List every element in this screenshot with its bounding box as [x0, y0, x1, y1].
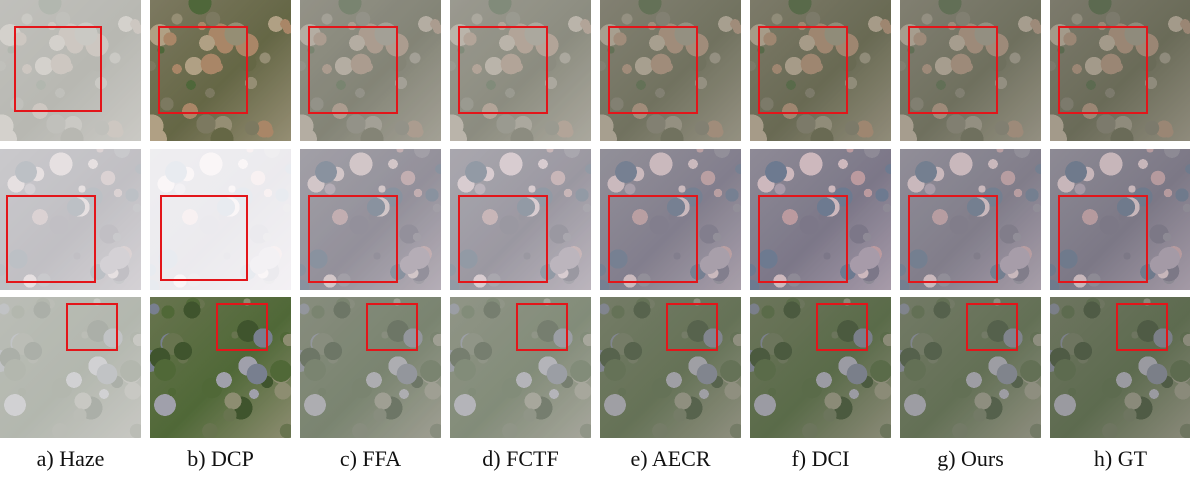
image-tile-dci-row1: [750, 0, 891, 141]
highlight-box: [6, 195, 96, 283]
image-tile-fctf-row1: [450, 0, 591, 141]
highlight-box: [366, 303, 418, 351]
image-tile-haze-row2: [0, 149, 141, 290]
image-tile-fctf-row2: [450, 149, 591, 290]
highlight-box: [14, 26, 102, 112]
highlight-box: [608, 26, 698, 114]
highlight-box: [758, 195, 848, 283]
highlight-box: [308, 26, 398, 114]
highlight-box: [608, 195, 698, 283]
photo-texture: [900, 0, 1041, 141]
image-tile-ours-row1: [900, 0, 1041, 141]
photo-texture: [600, 0, 741, 141]
image-tile-dci-row3: [750, 297, 891, 438]
image-tile-dcp-row1: [150, 0, 291, 141]
highlight-box: [758, 26, 848, 114]
haze-overlay: [600, 0, 741, 141]
photo-texture: [750, 0, 891, 141]
image-tile-haze-row3: [0, 297, 141, 438]
image-tile-aecr-row1: [600, 0, 741, 141]
photo-texture: [300, 0, 441, 141]
column-caption-ffa: c) FFA: [339, 446, 402, 471]
highlight-box: [458, 195, 548, 283]
column-caption-fctf: d) FCTF: [482, 446, 559, 471]
highlight-box: [1116, 303, 1168, 351]
highlight-box: [1058, 26, 1148, 114]
column-caption-aecr: e) AECR: [630, 446, 711, 471]
photo-texture: [150, 0, 291, 141]
photo-texture: [750, 149, 891, 290]
image-tile-dcp-row3: [150, 297, 291, 438]
image-tile-fctf-row3: [450, 297, 591, 438]
highlight-box: [1058, 195, 1148, 283]
highlight-box: [216, 303, 268, 351]
image-tile-ffa-row2: [300, 149, 441, 290]
highlight-box: [966, 303, 1018, 351]
image-tile-gt-row1: [1050, 0, 1190, 141]
highlight-box: [308, 195, 398, 283]
highlight-box: [158, 26, 248, 114]
highlight-box: [908, 195, 998, 283]
image-tile-dci-row2: [750, 149, 891, 290]
highlight-box: [908, 26, 998, 114]
haze-overlay: [300, 149, 441, 290]
image-tile-aecr-row3: [600, 297, 741, 438]
photo-texture: [450, 149, 591, 290]
highlight-box: [66, 303, 118, 351]
comparison-grid: [0, 0, 1190, 438]
image-tile-haze-row1: [0, 0, 141, 141]
column-caption-dcp: b) DCP: [187, 446, 254, 471]
image-tile-ours-row2: [900, 149, 1041, 290]
photo-texture: [1050, 149, 1190, 290]
image-tile-aecr-row2: [600, 149, 741, 290]
image-tile-ffa-row3: [300, 297, 441, 438]
highlight-box: [666, 303, 718, 351]
haze-overlay: [900, 149, 1041, 290]
highlight-box: [160, 195, 248, 281]
photo-texture: [300, 149, 441, 290]
column-caption-ours: g) Ours: [937, 446, 1004, 471]
haze-overlay: [0, 149, 141, 290]
haze-overlay: [900, 0, 1041, 141]
photo-texture: [1050, 0, 1190, 141]
column-caption-dci: f) DCI: [791, 446, 850, 471]
photo-texture: [450, 0, 591, 141]
haze-overlay: [450, 149, 591, 290]
image-tile-gt-row2: [1050, 149, 1190, 290]
haze-overlay: [600, 149, 741, 290]
column-caption-haze: a) Haze: [36, 446, 105, 471]
column-caption-gt: h) GT: [1093, 446, 1148, 471]
highlight-box: [516, 303, 568, 351]
highlight-box: [458, 26, 548, 114]
image-tile-ours-row3: [900, 297, 1041, 438]
haze-overlay: [150, 149, 291, 290]
haze-overlay: [450, 0, 591, 141]
image-tile-dcp-row2: [150, 149, 291, 290]
haze-overlay: [300, 0, 441, 141]
photo-texture: [600, 149, 741, 290]
highlight-box: [816, 303, 868, 351]
haze-overlay: [0, 0, 141, 141]
image-tile-ffa-row1: [300, 0, 441, 141]
image-tile-gt-row3: [1050, 297, 1190, 438]
photo-texture: [900, 149, 1041, 290]
